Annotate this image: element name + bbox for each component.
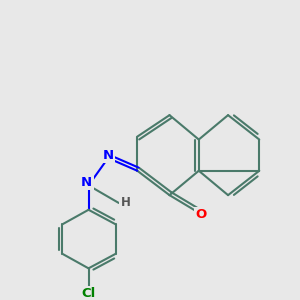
Text: N: N: [103, 148, 114, 162]
Text: H: H: [121, 196, 130, 209]
Text: O: O: [195, 208, 206, 221]
Text: N: N: [81, 176, 92, 189]
Text: Cl: Cl: [81, 287, 96, 300]
